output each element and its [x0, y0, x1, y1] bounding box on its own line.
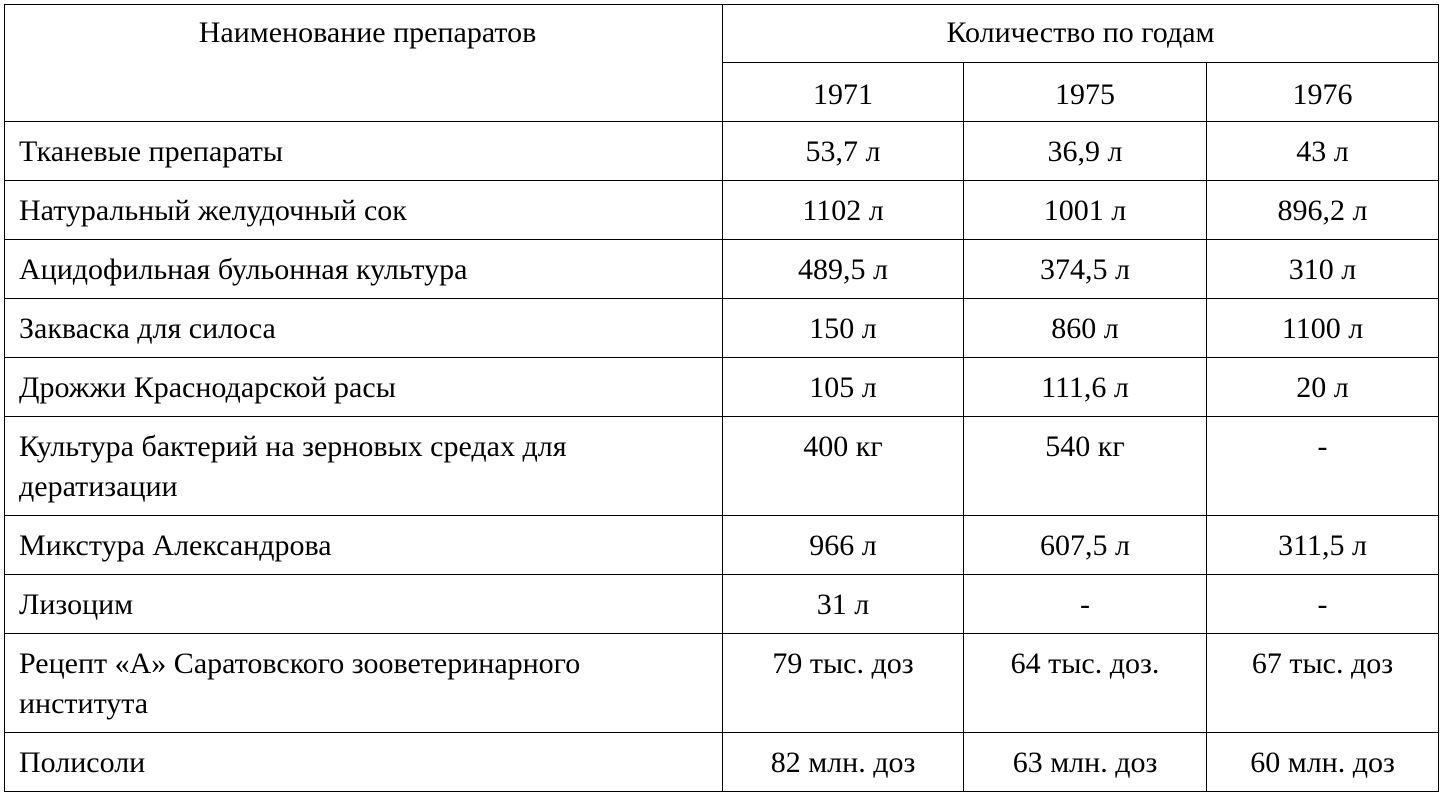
header-row: Наименование препаратов Количество по го…: [4, 4, 1440, 122]
table-row: Ацидофильная бульонная культура 489,5 л 37…: [4, 239, 1440, 299]
name-cell: Микстура Александрова: [4, 515, 723, 575]
value-cell: 540 кг: [963, 416, 1207, 516]
value-cell: 111,6 л: [963, 357, 1207, 417]
value-cell: 607,5 л: [963, 515, 1207, 575]
value-cell: 67 тыс. доз: [1205, 633, 1440, 733]
value-cell: -: [1205, 416, 1440, 516]
value-cell: 1102 л: [722, 180, 964, 240]
value-cell: 374,5 л: [963, 239, 1207, 299]
value-cell: -: [1205, 574, 1440, 634]
table-body: Наименование препаратов Количество по го…: [4, 4, 1440, 792]
name-cell: Лизоцим: [4, 574, 723, 634]
value-cell: 311,5 л: [1205, 515, 1440, 575]
table-row: Дрожжи Краснодарской расы 105 л 111,6 л 20 …: [4, 357, 1440, 417]
name-cell: Полисоли: [4, 732, 723, 792]
value-cell: 64 тыс. доз.: [963, 633, 1207, 733]
table-row: Закваска для силоса 150 л 860 л 1100 л: [4, 298, 1440, 358]
value-cell: 1100 л: [1205, 298, 1440, 358]
table-row: Микстура Александрова 966 л 607,5 л 311,5 л: [4, 515, 1440, 575]
value-cell: 82 млн. доз: [722, 732, 964, 792]
value-cell: 60 млн. доз: [1205, 732, 1440, 792]
name-cell: Культура бактерий на зерновых средах для…: [4, 416, 723, 516]
table-row: Полисоли 82 млн. доз 63 млн. доз 60 млн. до…: [4, 732, 1440, 792]
value-cell: 489,5 л: [722, 239, 964, 299]
table-row: Лизоцим 31 л--: [4, 574, 1440, 634]
value-cell: 43 л: [1205, 121, 1440, 181]
value-cell: 310 л: [1205, 239, 1440, 299]
value-cell: 150 л: [722, 298, 964, 358]
value-cell: -: [963, 574, 1207, 634]
value-cell: 36,9 л: [963, 121, 1207, 181]
name-cell: Закваска для силоса: [4, 298, 723, 358]
header-cell: Наименование препаратов: [4, 4, 723, 122]
value-cell: 966 л: [722, 515, 964, 575]
name-cell: Натуральный желудочный сок: [4, 180, 723, 240]
value-cell: 896,2 л: [1205, 180, 1440, 240]
table-row: Культура бактерий на зерновых средах для…: [4, 416, 1440, 516]
value-cell: 105 л: [722, 357, 964, 417]
header-row: 1971 1975 1976: [5, 62, 1440, 122]
name-cell: Дрожжи Краснодарской расы: [4, 357, 723, 417]
value-cell: 79 тыс. доз: [722, 633, 964, 733]
value-cell: 1001 л: [963, 180, 1207, 240]
year-cell: 1975: [963, 62, 1207, 122]
name-cell: Тканевые препараты: [4, 121, 723, 181]
year-cell: 1976: [1205, 62, 1440, 122]
value-cell: 400 кг: [722, 416, 964, 516]
table-row: Рецепт «А» Саратовского зооветеринарного…: [4, 633, 1440, 733]
table-row: Натуральный желудочный сок 1102 л 1001 л 89…: [4, 180, 1440, 240]
year-cell: 1971: [722, 62, 964, 122]
name-cell: Рецепт «А» Саратовского зооветеринарного…: [4, 633, 723, 733]
value-cell: 20 л: [1205, 357, 1440, 417]
header-cell: Количество по годам: [721, 4, 1440, 63]
data-table: Наименование препаратов Количество по го…: [4, 4, 1440, 792]
value-cell: 63 млн. доз: [963, 732, 1207, 792]
name-cell: Ацидофильная бульонная культура: [4, 239, 723, 299]
value-cell: 31 л: [722, 574, 964, 634]
table-row: Тканевые препараты 53,7 л 36,9 л 43 л: [4, 121, 1440, 181]
value-cell: 53,7 л: [722, 121, 964, 181]
value-cell: 860 л: [963, 298, 1207, 358]
